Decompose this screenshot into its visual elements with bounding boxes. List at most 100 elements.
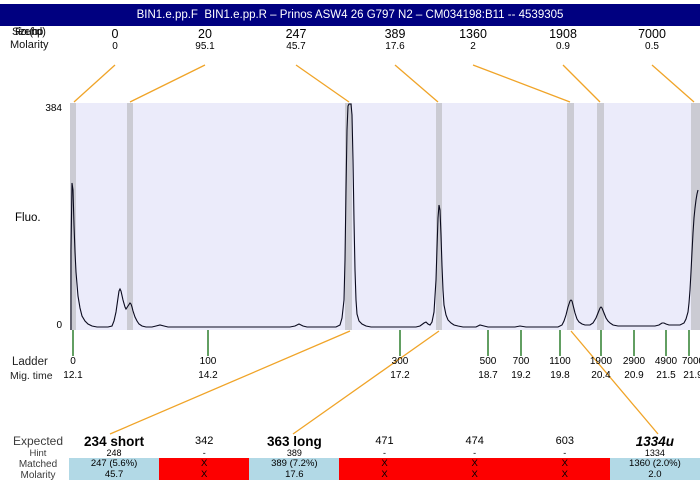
molarity-value: 17.6 [249, 469, 340, 480]
ladder-point: 0 12.1 [50, 356, 96, 382]
molarity-value: 45.7 [69, 469, 160, 480]
matched-value: X [429, 458, 520, 469]
matched-value: X [339, 458, 430, 469]
window-title: BIN1.e.pp.F BIN1.e.pp.R – Prinos ASW4 26… [136, 9, 564, 21]
ladder-mig-time: 18.7 [478, 370, 498, 381]
ladder-point: 500 18.7 [465, 356, 511, 382]
hint-value: 1334 [644, 448, 665, 458]
found-size: 0 [111, 27, 119, 41]
ladder-size: 2900 [622, 356, 646, 367]
ladder-mig-time: 14.2 [198, 370, 218, 381]
ladder-size: 300 [391, 356, 409, 367]
hint-row: 248 - 389 - - - 1334 [69, 449, 700, 458]
ladder-point: 700 19.2 [498, 356, 544, 382]
marker-bar [70, 103, 76, 330]
found-peak-column: 247 45.7 [249, 27, 343, 53]
hint-value: 389 [286, 448, 302, 458]
ladder-point: 300 17.2 [377, 356, 423, 382]
ladder-size: 100 [199, 356, 217, 367]
ladder-size: 700 [512, 356, 530, 367]
ladder-mig-time: 20.4 [591, 370, 611, 381]
molarity-row: 45.7 X 17.6 X X X 2.0 [69, 469, 700, 480]
hint-row-label: Hint [29, 448, 47, 459]
y-axis-label: Fluo. [15, 212, 41, 224]
ladder-size: 0 [70, 356, 76, 367]
found-molarity: 17.6 [385, 41, 405, 52]
matched-value: X [519, 458, 610, 469]
window-title-bar: BIN1.e.pp.F BIN1.e.pp.R – Prinos ASW4 26… [0, 4, 700, 26]
ladder-point: 4900 21.5 [643, 356, 689, 382]
matched-value: 1360 (2.0%) [609, 458, 700, 469]
expected-value: 1334u [635, 434, 675, 449]
matched-value: 247 (5.6%) [69, 458, 160, 469]
size-label: Size(bp) [12, 26, 46, 38]
expected-row-label: Expected [12, 434, 64, 448]
ladder-point: 7000 21.9 [670, 356, 700, 382]
expected-value: 234 short [84, 434, 145, 449]
y-axis-min: 0 [56, 320, 62, 331]
ladder-mig-time: 19.2 [511, 370, 531, 381]
matched-value: 389 (7.2%) [249, 458, 340, 469]
expected-value: 363 long [266, 434, 322, 449]
ladder-size: 7000 [681, 356, 700, 367]
ladder-mig-time: 12.1 [63, 370, 83, 381]
found-peak-column: 389 17.6 [348, 27, 442, 53]
marker-bar [127, 103, 133, 330]
marker-bar [597, 103, 604, 330]
mig-time-row-label: Mig. time [10, 370, 53, 382]
molarity-row-label: Molarity [10, 39, 49, 51]
found-molarity: 2 [470, 41, 476, 52]
found-size: 20 [198, 27, 212, 41]
found-label: Found [15, 26, 42, 38]
ladder-mig-time: 21.5 [656, 370, 676, 381]
electropherogram-plot [70, 103, 700, 330]
marker-bar [436, 103, 442, 330]
ladder-mig-time: 20.9 [624, 370, 644, 381]
ladder-point: 1100 19.8 [537, 356, 583, 382]
found-size: 7000 [638, 27, 666, 41]
molarity-value: X [429, 469, 520, 480]
hint-value: - [202, 448, 206, 458]
hint-value: - [382, 448, 386, 458]
hint-value: - [563, 448, 567, 458]
molarity-value: X [339, 469, 430, 480]
found-peak-column: 20 95.1 [158, 27, 252, 53]
expected-value: 471 [375, 435, 394, 447]
expected-value: 603 [555, 435, 574, 447]
found-size: 247 [285, 27, 307, 41]
found-molarity: 45.7 [286, 41, 306, 52]
expected-value: 474 [465, 435, 484, 447]
marker-bar [691, 103, 700, 330]
found-row-label: Found Size(bp) [12, 26, 72, 39]
found-peak-column: 7000 0.5 [605, 27, 699, 53]
found-peak-column: 1908 0.9 [516, 27, 610, 53]
molarity-value: X [519, 469, 610, 480]
ladder-point: 100 14.2 [185, 356, 231, 382]
found-molarity: 0 [112, 41, 118, 52]
marker-bar [345, 103, 352, 330]
matched-row: 247 (5.6%) X 389 (7.2%) X X X 1360 (2.0%… [69, 458, 700, 469]
hint-value: - [473, 448, 477, 458]
found-molarity: 0.9 [556, 41, 570, 52]
found-molarity: 0.5 [645, 41, 659, 52]
molarity-value: 2.0 [609, 469, 700, 480]
ladder-mig-time: 19.8 [550, 370, 570, 381]
ladder-size: 1100 [549, 356, 571, 367]
found-size: 389 [384, 27, 406, 41]
ladder-ticks [72, 330, 690, 356]
found-peak-column: 0 0 [68, 27, 162, 53]
y-axis-max: 384 [45, 103, 62, 114]
ladder-size: 4900 [654, 356, 678, 367]
expected-value: 342 [195, 435, 214, 447]
ladder-mig-time: 21.9 [683, 370, 700, 381]
marker-bar [567, 103, 574, 330]
found-peak-column: 1360 2 [426, 27, 520, 53]
expected-row: 234 short 342 363 long 471 474 603 1334u [69, 432, 700, 449]
matched-value: X [159, 458, 250, 469]
molarity-value: X [159, 469, 250, 480]
ladder-point: 1900 20.4 [578, 356, 624, 382]
found-size: 1360 [459, 27, 487, 41]
ladder-mig-time: 17.2 [390, 370, 410, 381]
ladder-size: 1900 [589, 356, 613, 367]
